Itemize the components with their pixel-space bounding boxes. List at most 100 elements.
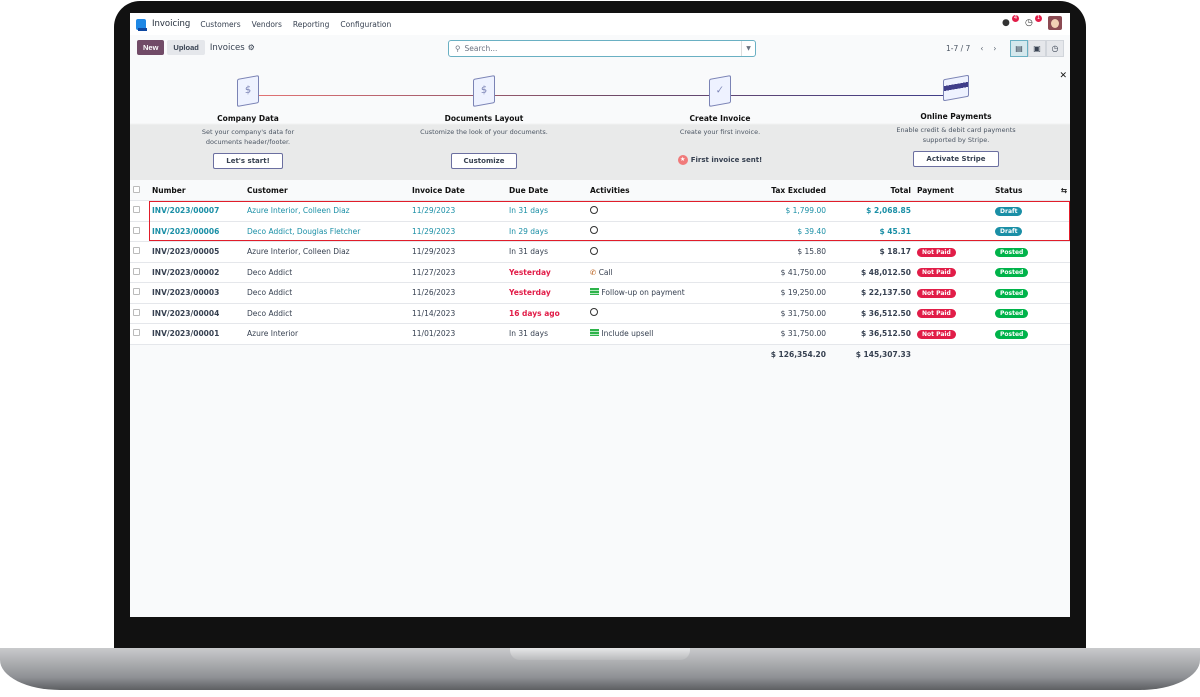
invoice-number[interactable]: INV/2023/00004 <box>149 303 244 324</box>
invoice-number[interactable]: INV/2023/00003 <box>149 282 244 304</box>
first-invoice-done: First invoice sent! <box>690 156 763 164</box>
step-documents-layout: $ Documents Layout Customize the look of… <box>384 75 584 169</box>
step-create-invoice: ✓ Create Invoice Create your first invoi… <box>620 75 820 165</box>
lets-start-button[interactable]: Let's start! <box>213 153 283 169</box>
total: $ 22,137.50 <box>829 282 914 304</box>
totals-row: $ 126,354.20 $ 145,307.33 <box>130 344 1070 365</box>
menu-customers[interactable]: Customers <box>200 19 241 29</box>
payment-badge: Not Paid <box>917 288 956 298</box>
invoice-number[interactable]: INV/2023/00007 <box>149 200 244 222</box>
invoice-number[interactable]: INV/2023/00002 <box>149 262 244 283</box>
customer: Deco Addict, Douglas Fletcher <box>244 221 409 242</box>
col-number[interactable]: Number <box>149 180 244 201</box>
due-date: Yesterday <box>506 282 587 304</box>
total: $ 36,512.50 <box>829 303 914 324</box>
col-status[interactable]: Status <box>992 180 1050 201</box>
activities-clock-icon[interactable]: ◷ 1 <box>1025 15 1042 28</box>
activities-badge: 1 <box>1035 15 1042 22</box>
page-title: Invoices <box>209 42 245 53</box>
menu-reporting[interactable]: Reporting <box>292 19 330 29</box>
total: $ 2,068.85 <box>829 200 914 222</box>
table-row[interactable]: INV/2023/00002 Deco Addict 11/27/2023 Yeste… <box>130 262 1070 283</box>
gear-icon[interactable]: ⚙ <box>247 43 255 52</box>
upload-button[interactable]: Upload <box>167 40 205 55</box>
close-icon[interactable]: ✕ <box>1059 71 1067 81</box>
table-row[interactable]: INV/2023/00005 Azure Interior, Colleen Di… <box>130 241 1070 263</box>
row-checkbox[interactable] <box>133 329 140 337</box>
todo-icon[interactable] <box>590 329 599 337</box>
due-date: In 29 days <box>506 221 587 242</box>
status-badge: Posted <box>995 309 1029 319</box>
col-activities[interactable]: Activities <box>587 180 697 201</box>
col-invoice-date[interactable]: Invoice Date <box>409 180 506 201</box>
payment-badge: Not Paid <box>917 247 956 257</box>
table-row[interactable]: INV/2023/00001 Azure Interior 11/01/2023 In… <box>130 323 1070 345</box>
due-date: In 31 days <box>506 200 587 222</box>
document-pen-icon: $ <box>473 75 495 107</box>
chevron-left-icon[interactable]: ‹ <box>980 44 984 53</box>
activity-view-icon[interactable]: ◷ <box>1046 40 1064 57</box>
table-row[interactable]: INV/2023/00006 Deco Addict, Douglas Fletc… <box>130 221 1070 242</box>
row-checkbox[interactable] <box>133 206 140 214</box>
activity-label[interactable]: Call <box>598 267 613 277</box>
activate-stripe-button[interactable]: Activate Stripe <box>913 151 999 167</box>
tax-excluded: $ 15.80 <box>697 241 829 263</box>
customer: Azure Interior, Colleen Diaz <box>244 200 409 222</box>
phone-icon[interactable]: ✆ <box>590 267 597 277</box>
invoice-number[interactable]: INV/2023/00005 <box>149 241 244 263</box>
screen: Invoicing Customers Vendors Reporting Co… <box>130 13 1070 617</box>
list-view-icon[interactable]: ▤ <box>1010 40 1028 57</box>
due-date: In 31 days <box>506 241 587 263</box>
activity-label[interactable]: Include upsell <box>601 329 654 339</box>
col-payment[interactable]: Payment <box>914 180 992 201</box>
step-company-data: $ Company Data Set your company's data f… <box>148 75 348 169</box>
table-row[interactable]: INV/2023/00004 Deco Addict 11/14/2023 16 da… <box>130 303 1070 324</box>
col-total[interactable]: Total <box>829 180 914 201</box>
clock-icon[interactable] <box>590 205 598 214</box>
pager-value[interactable]: 1-7 / 7 <box>946 44 971 53</box>
messages-icon[interactable]: ● 4 <box>1002 15 1019 28</box>
invoice-date: 11/14/2023 <box>409 303 506 324</box>
tax-excluded: $ 31,750.00 <box>697 303 829 324</box>
optional-columns-icon[interactable]: ⇆ <box>1060 185 1067 195</box>
customer: Azure Interior <box>244 323 409 345</box>
user-avatar[interactable] <box>1048 16 1062 30</box>
row-checkbox[interactable] <box>133 308 140 316</box>
due-date: 16 days ago <box>506 303 587 324</box>
menu-vendors[interactable]: Vendors <box>251 19 282 29</box>
table-row[interactable]: INV/2023/00003 Deco Addict 11/26/2023 Yeste… <box>130 282 1070 304</box>
tax-excluded: $ 41,750.00 <box>697 262 829 283</box>
step-desc: Enable credit & debit card payments supp… <box>896 126 1016 144</box>
activity-label[interactable]: Follow-up on payment <box>601 288 685 298</box>
table-row[interactable]: INV/2023/00007 Azure Interior, Colleen Di… <box>130 200 1070 222</box>
col-tax-excluded[interactable]: Tax Excluded <box>697 180 829 201</box>
col-customer[interactable]: Customer <box>244 180 409 201</box>
customize-button[interactable]: Customize <box>450 153 518 169</box>
search-dropdown-toggle[interactable]: ▼ <box>741 41 755 56</box>
status-badge: Posted <box>995 288 1029 298</box>
clock-icon[interactable] <box>590 226 598 235</box>
select-all-checkbox[interactable] <box>133 185 140 193</box>
todo-icon[interactable] <box>590 288 599 296</box>
col-due-date[interactable]: Due Date <box>506 180 587 201</box>
kanban-view-icon[interactable]: ▣ <box>1028 40 1046 57</box>
clock-icon[interactable] <box>590 246 598 255</box>
step-desc: Create your first invoice. <box>679 128 761 136</box>
row-checkbox[interactable] <box>133 247 140 255</box>
step-title: Documents Layout <box>444 114 524 123</box>
row-checkbox[interactable] <box>133 226 140 234</box>
chevron-right-icon[interactable]: › <box>993 44 997 53</box>
row-checkbox[interactable] <box>133 267 140 275</box>
row-checkbox[interactable] <box>133 288 140 296</box>
due-date: Yesterday <box>506 262 587 283</box>
invoice-number[interactable]: INV/2023/00001 <box>149 323 244 345</box>
tax-excluded: $ 39.40 <box>697 221 829 242</box>
new-button[interactable]: New <box>137 40 165 55</box>
app-name[interactable]: Invoicing <box>152 19 191 29</box>
invoicing-logo-icon[interactable] <box>136 18 147 31</box>
clock-icon[interactable] <box>590 308 598 317</box>
menu-configuration[interactable]: Configuration <box>340 19 392 29</box>
invoice-number[interactable]: INV/2023/00006 <box>149 221 244 242</box>
search-input[interactable]: ⚲ Search... ▼ <box>448 40 756 57</box>
search-icon: ⚲ <box>455 44 461 53</box>
